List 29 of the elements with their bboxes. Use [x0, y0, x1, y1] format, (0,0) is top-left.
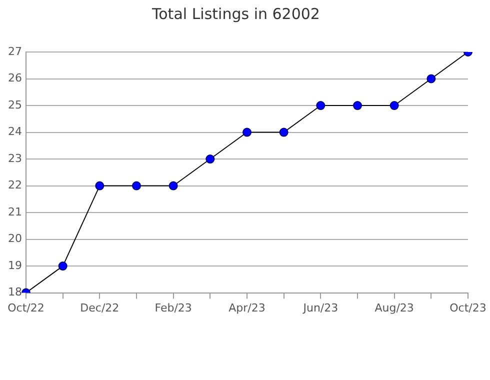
x-tick-label: Oct/23	[450, 301, 486, 314]
y-tick-label: 27	[8, 44, 22, 58]
y-tick-label: 26	[8, 72, 22, 85]
point	[316, 101, 326, 110]
point	[58, 262, 68, 271]
y-tick-label: 22	[8, 178, 22, 192]
point	[426, 74, 436, 84]
x-tick-label: Oct/22	[8, 301, 44, 314]
y-tick-label: 25	[8, 98, 22, 112]
point	[390, 101, 399, 110]
x-tick-label: Dec/22	[80, 301, 120, 314]
y-tick-label: 23	[8, 152, 22, 165]
point	[206, 154, 215, 164]
y-tick-label: 24	[8, 125, 22, 138]
y-tick-label: 18	[8, 286, 22, 299]
chart-title: Total Listings in 62002	[151, 4, 320, 23]
point	[279, 128, 288, 137]
x-tick-label: Feb/23	[154, 301, 192, 314]
point	[95, 181, 104, 190]
y-tick-label: 19	[8, 258, 22, 272]
point	[168, 181, 178, 190]
x-tick-label: Jun/23	[302, 301, 338, 314]
y-tick-label: 21	[8, 205, 22, 218]
point	[353, 101, 362, 110]
x-tick-label: Apr/23	[228, 301, 266, 314]
point	[132, 181, 141, 190]
point	[242, 128, 252, 137]
y-tick-label: 20	[8, 232, 22, 246]
x-tick-label: Aug/23	[374, 301, 414, 314]
